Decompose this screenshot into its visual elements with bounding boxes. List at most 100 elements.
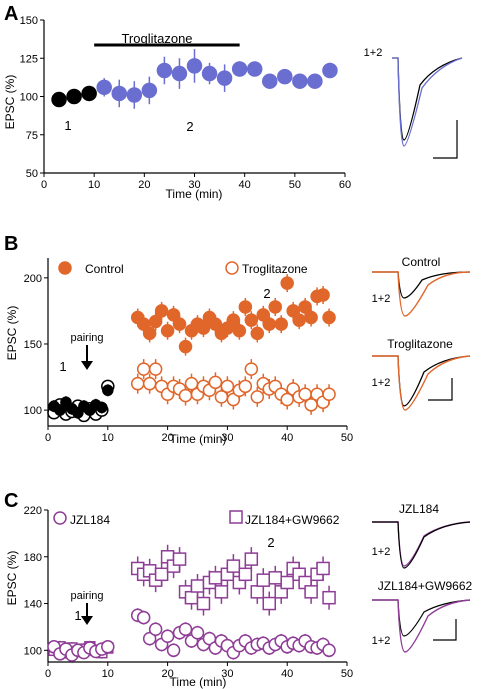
data-point-troglitazone [142,376,157,391]
pairing-arrow-head [81,361,93,370]
panel-a-drug-label: Troglitazone [121,31,192,46]
panel-b-legend-control: Control [85,262,124,276]
data-point-jzl184-gw9662 [190,579,205,593]
x-tick-label: 40 [239,179,251,191]
data-point-control [268,300,282,314]
data-point-control [196,321,211,335]
data-point-troglitazone [292,73,308,89]
x-tick-label: 0 [41,179,47,191]
x-tick-label: 50 [341,668,353,680]
panel-letter-a: A [4,3,18,25]
epsc-trace-jzl-baseline [372,521,471,569]
data-point-jzl184-gw9662 [304,585,318,599]
panel-b-xlabel: Time (min) [170,432,227,446]
data-point-control [178,339,193,354]
data-point-jzl184-gw9662 [196,596,211,611]
data-point-troglitazone [148,362,163,376]
legend-marker-jzl184-gw9662 [229,510,243,524]
data-point-jzl184-gw9662 [154,567,169,582]
data-point-control [148,314,163,329]
data-point-jzl184-gw9662 [172,552,187,566]
scale-bar [433,619,457,641]
data-point-troglitazone [96,79,112,96]
panel-c-legend-jzl: JZL184 [70,513,110,527]
data-point-troglitazone [208,375,223,390]
data-point-jzl184-gw9662 [226,559,241,573]
data-point-jzl184 [166,643,181,658]
panel-c-pairing-label: pairing [70,590,103,602]
data-point-jzl184 [148,622,163,637]
data-point-troglitazone [307,73,323,89]
data-point-control [238,300,253,314]
data-point-troglitazone [250,390,265,404]
x-tick-label: 40 [281,432,293,444]
epsc-trace-trog-pairing [372,355,471,411]
data-point-control [154,304,169,318]
panel-c-trace-title-jzl-gw: JZL184+GW9662 [378,579,473,593]
data-point-baseline [81,85,97,102]
data-point-jzl184 [322,643,336,658]
data-point-control [286,304,300,318]
x-tick-label: 10 [102,432,114,444]
x-tick-label: 30 [188,179,200,191]
data-point-jzl184 [160,629,175,644]
data-point-troglitazone [186,58,203,74]
data-point-jzl184-gw9662 [268,571,282,585]
panel-a-point-label-2: 2 [186,119,193,134]
panel-b-pairing-label: pairing [70,332,103,344]
epsc-trace-gw-baseline [372,599,471,637]
data-point-jzl184-gw9662 [322,590,336,605]
panel-b-ylabel: EPSC (%) [5,306,19,361]
panel-b-trace-label-1: 1+2 [372,293,391,305]
data-point-control [226,313,241,327]
panel-c-xlabel: Time (min) [170,675,227,689]
legend-marker-troglitazone [225,261,239,275]
data-point-troglitazone [178,388,193,403]
y-tick-label: 180 [24,552,42,564]
panel-b-point-label-1: 1 [59,359,66,374]
data-point-jzl184-gw9662 [238,567,253,582]
data-point-baseline [66,88,82,105]
epsc-trace-control-pairing [372,271,471,317]
x-tick-label: 10 [102,668,114,680]
data-point-troglitazone [171,65,188,82]
panel-c-trace-label-2: 1+2 [372,635,391,647]
panel-b-trace-title-trog: Troglitazone [387,337,453,351]
data-point-control [160,324,175,338]
x-tick-label: 20 [161,668,173,680]
data-point-control [262,317,277,331]
x-tick-label: 40 [281,668,293,680]
data-point-control [304,310,318,325]
data-point-control [292,313,306,327]
legend-marker-jzl184 [53,511,67,525]
data-point-troglitazone [111,85,127,102]
data-point-jzl184-gw9662 [250,585,265,599]
data-point-troglitazone [246,61,263,77]
data-point-baseline [51,91,67,108]
panel-letter-b: B [4,233,18,255]
data-point-jzl184-gw9662 [262,596,277,611]
data-point-troglitazone [244,362,259,376]
y-tick-label: 200 [24,273,42,285]
data-point-troglitazone [220,379,235,394]
x-tick-label: 0 [45,432,51,444]
x-tick-label: 20 [161,432,173,444]
data-point-troglitazone [262,73,278,89]
data-point-baseline-filled [102,384,114,397]
y-tick-label: 140 [24,599,42,611]
data-point-control [250,326,265,341]
data-point-jzl184-gw9662 [244,552,259,566]
panel-c-point-label-1: 1 [74,608,81,623]
data-point-control [244,313,259,327]
panel-b-trace-label-2: 1+2 [372,377,391,389]
data-point-jzl184-gw9662 [208,571,223,585]
data-point-troglitazone [277,68,293,85]
data-point-troglitazone [322,387,336,402]
panel-a-trace-label: 1+2 [364,47,383,59]
data-point-troglitazone [238,379,253,394]
panel-c-trace-label-1: 1+2 [372,546,391,558]
y-tick-label: 75 [26,130,38,142]
y-tick-label: 50 [26,168,38,180]
data-point-control [208,317,223,331]
